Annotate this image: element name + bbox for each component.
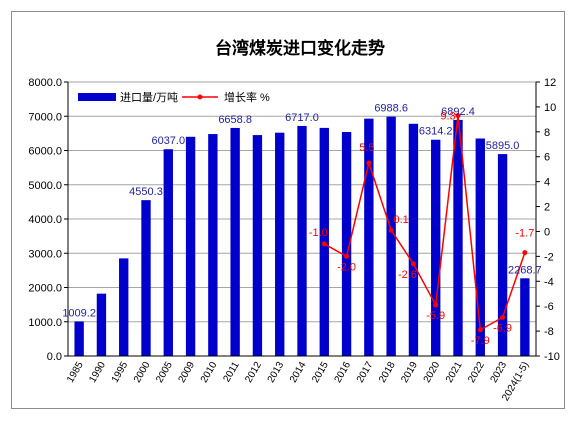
x-tick-label: 2018 [377, 360, 398, 385]
bar [431, 139, 441, 356]
growth-point [477, 327, 483, 333]
legend-label-line: 增长率 % [224, 90, 270, 104]
bar [386, 116, 396, 357]
y-left-tick-label: 2000.0 [28, 283, 62, 295]
x-tick-label: 2016 [333, 360, 354, 385]
line-data-label: -2.0 [337, 261, 356, 273]
line-data-label: -2.6 [398, 269, 417, 281]
bar-data-label: 6314.2 [419, 126, 453, 138]
chart-title: 台湾煤炭进口变化走势 [215, 38, 385, 58]
y-right-tick-label: 12 [544, 77, 556, 89]
bar [364, 118, 374, 357]
chart-frame: 台湾煤炭进口变化走势 0.0 1000.0 2000.0 3000.0 4000.0 500… [11, 11, 565, 409]
legend-swatch-bars [78, 93, 116, 101]
y-left-tick-label: 8000.0 [28, 77, 62, 89]
x-tick-label: 1995 [110, 360, 131, 385]
x-tick-label: 2011 [221, 360, 241, 385]
bar-data-label: 6892.4 [441, 106, 475, 118]
bar-data-label: 6037.0 [151, 135, 185, 147]
x-tick-label: 2015 [310, 360, 331, 385]
growth-line [323, 115, 526, 332]
x-tick-label: 2022 [466, 360, 487, 385]
bar [252, 135, 263, 356]
bar [520, 278, 530, 356]
legend-label-bars: 进口量/万吨 [120, 91, 178, 104]
x-tick-label: 2023 [489, 360, 510, 385]
bar [408, 123, 419, 356]
y-left-tick-label: 0.0 [47, 351, 62, 363]
growth-point [410, 261, 416, 267]
bar [74, 321, 84, 356]
bar [163, 149, 173, 356]
y-right-tick-label: -4 [544, 276, 554, 288]
bar [341, 132, 352, 356]
y-left-tick-label: 1000.0 [28, 317, 62, 329]
bar [475, 138, 485, 356]
line-data-label: 0.1 [393, 214, 408, 226]
y-left-tick-label: 4000.0 [28, 214, 62, 226]
line-data-label: 9.3 [440, 111, 455, 123]
bar [119, 258, 129, 356]
bar-data-label: 1009.2 [62, 307, 96, 319]
bar [185, 136, 196, 356]
x-tick-label: 2020 [422, 360, 443, 385]
bar-data-label: 4550.3 [129, 186, 163, 198]
bar [208, 134, 218, 356]
y-right-tick-label: -8 [544, 326, 554, 338]
legend-marker-line [197, 94, 203, 100]
y-right-tick-label: 10 [544, 102, 556, 114]
x-tick-label: 2012 [243, 360, 264, 385]
y-right-tick-label: -6 [544, 301, 554, 313]
bar [141, 200, 151, 356]
growth-point [455, 113, 461, 119]
growth-point [433, 302, 439, 308]
y-right-tick-label: 0 [544, 226, 550, 238]
growth-point [321, 241, 327, 247]
growth-point [522, 250, 528, 256]
growth-point [388, 227, 394, 233]
bar-data-label: 6988.6 [374, 103, 408, 115]
bar [453, 119, 463, 356]
bar [96, 293, 107, 356]
bar [297, 125, 307, 356]
y-right-tick-label: -10 [544, 351, 560, 363]
line-data-label: -5.9 [426, 310, 445, 322]
y-right-tick-label: 8 [544, 127, 550, 139]
x-tick-label: 2019 [399, 360, 420, 385]
bar [275, 132, 285, 356]
x-tick-label: 2010 [199, 360, 220, 385]
growth-point [344, 253, 350, 259]
line-data-label: -1.0 [309, 227, 328, 239]
line-data-label: 5.5 [359, 142, 374, 154]
growth-point [366, 160, 372, 166]
y-right-tick-label: -2 [544, 251, 554, 263]
bar-data-label: 6717.0 [285, 112, 319, 124]
bar [230, 127, 240, 356]
x-tick-label: 2013 [266, 360, 287, 385]
x-tick-label: 2021 [444, 360, 465, 385]
x-tick-label: 1985 [65, 360, 86, 385]
x-tick-label: 2014 [288, 360, 309, 385]
x-tick-label: 2000 [132, 360, 153, 385]
x-tick-label: 1990 [87, 360, 108, 385]
y-left-tick-label: 7000.0 [28, 111, 62, 123]
bar [497, 154, 508, 356]
line-data-label: -7.9 [471, 335, 490, 347]
y-right-tick-label: 2 [544, 202, 550, 214]
bar-data-label: 5895.0 [486, 140, 520, 152]
growth-point [500, 314, 506, 320]
x-tick-label: 2005 [154, 360, 175, 385]
y-left-tick-label: 5000.0 [28, 180, 62, 192]
y-left-tick-label: 6000.0 [28, 146, 62, 158]
bar-data-label: 2268.7 [508, 264, 542, 276]
y-right-tick-label: 4 [544, 177, 550, 189]
bar-data-label: 6658.8 [218, 114, 252, 126]
y-right-tick-label: 6 [544, 152, 550, 164]
x-tick-label: 2009 [177, 360, 198, 385]
y-left-tick-label: 3000.0 [28, 248, 62, 260]
chart: 台湾煤炭进口变化走势 0.0 1000.0 2000.0 3000.0 4000.0 500… [28, 38, 560, 403]
x-tick-label: 2017 [355, 360, 376, 385]
line-data-label: -6.9 [493, 322, 512, 334]
line-data-label: -1.7 [515, 228, 534, 240]
